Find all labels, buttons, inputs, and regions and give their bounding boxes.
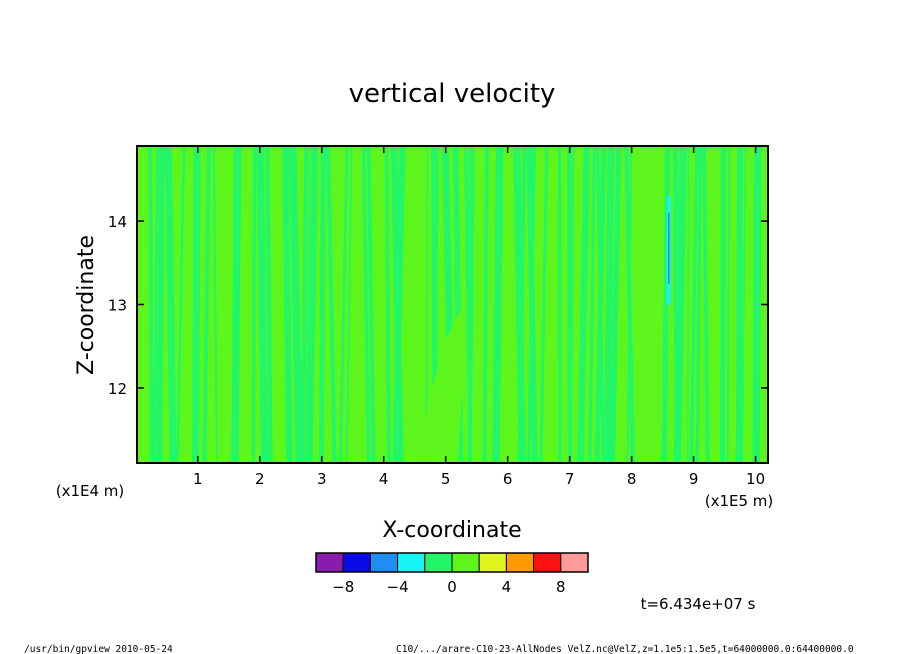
- colorbar-label: −4: [387, 578, 409, 596]
- field-stripe: [156, 146, 165, 463]
- colorbar-swatch: [315, 552, 344, 573]
- field-stripe: [605, 146, 615, 463]
- colorbar-swatch: [478, 552, 507, 573]
- field-stripe: [687, 146, 690, 463]
- field-stripe: [305, 146, 312, 463]
- field-stripe: [318, 146, 326, 463]
- field-stripe: [482, 146, 489, 463]
- field-stripe: [517, 146, 527, 463]
- field-stripe: [282, 146, 293, 463]
- colorbar-swatch: [533, 552, 562, 573]
- field-stripe: [164, 146, 177, 463]
- footer-program: /usr/bin/gpview 2010-05-24: [24, 644, 173, 654]
- x-tick-label: 1: [193, 470, 203, 488]
- field-stripe: [192, 146, 201, 463]
- field-stripe: [384, 146, 391, 463]
- y-tick-label: 12: [108, 380, 127, 398]
- field-stripe: [425, 146, 429, 463]
- time-label: t=6.434e+07 s: [641, 595, 756, 613]
- colorbar-label: 8: [556, 578, 566, 596]
- field-stripe: [558, 146, 562, 463]
- field-stripe: [231, 146, 242, 463]
- field-stripe: [345, 146, 353, 463]
- colorbar-swatch: [369, 552, 399, 573]
- field-stripe: [726, 146, 731, 463]
- x-axis-ticks: 1 2 3 4 5 6 7 8 9 10: [193, 146, 765, 488]
- chart-title: vertical velocity: [349, 79, 556, 109]
- y-axis-unit: (x1E4 m): [56, 482, 125, 500]
- x-tick-label: 5: [441, 470, 451, 488]
- y-tick-label: 14: [108, 213, 127, 231]
- field-stripe: [513, 146, 526, 463]
- anomaly-core: [668, 212, 670, 284]
- field-stripe: [626, 146, 632, 463]
- colorbar-frame: [315, 552, 589, 573]
- y-axis-label: Z-coordinate: [74, 235, 99, 375]
- x-tick-label: 3: [317, 470, 327, 488]
- x-tick-label: 9: [689, 470, 699, 488]
- field-stripe: [265, 146, 273, 463]
- field-stripe: [492, 146, 504, 463]
- colorbar-swatch: [397, 552, 426, 573]
- colorbar-swatch: [342, 552, 371, 573]
- x-axis-label: X-coordinate: [382, 518, 521, 543]
- field-stripe: [148, 146, 154, 463]
- x-tick-label: 10: [746, 470, 765, 488]
- field-stripe: [741, 146, 747, 463]
- field-stripe: [212, 146, 218, 463]
- field-stripe: [719, 146, 727, 463]
- colorbar-label: 4: [502, 578, 512, 596]
- x-axis-unit: (x1E5 m): [705, 492, 774, 510]
- field-patch: [414, 296, 468, 463]
- y-axis-ticks: 12 13 14: [108, 213, 768, 398]
- field-stripe: [588, 146, 596, 463]
- field-stripe: [361, 146, 371, 463]
- field-stripe: [289, 146, 304, 463]
- field-stripe: [176, 146, 186, 463]
- field-stripe: [577, 146, 591, 463]
- x-tick-label: 6: [503, 470, 513, 488]
- field-stripe: [735, 146, 743, 463]
- colorbar-label: −8: [332, 578, 354, 596]
- field-stripe: [153, 146, 159, 463]
- field-stripe: [467, 146, 471, 463]
- field-stripe: [527, 146, 536, 463]
- field-stripe: [202, 146, 211, 463]
- field-stripe: [467, 146, 475, 463]
- colorbar-swatch: [424, 552, 453, 573]
- field-stripe: [300, 146, 309, 463]
- field-stripe: [702, 146, 710, 463]
- field-stripe: [594, 146, 607, 463]
- colorbar: −8 −4 0 4 8: [315, 552, 589, 596]
- field-stripe: [539, 146, 549, 463]
- heatmap-field: [137, 146, 768, 463]
- field-stripe: [570, 146, 575, 463]
- field-stripe: [326, 146, 337, 463]
- x-tick-label: 8: [627, 470, 637, 488]
- field-stripe: [256, 146, 269, 463]
- field-stripe: [695, 146, 703, 463]
- colorbar-swatch: [560, 552, 589, 573]
- colorbar-label: 0: [447, 578, 457, 596]
- colorbar-swatch: [451, 552, 480, 573]
- field-stripe: [689, 146, 699, 463]
- field-stripe: [673, 146, 687, 463]
- footer-source: C10/.../arare-C10-23-AllNodes_VelZ.nc@Ve…: [396, 644, 854, 654]
- y-tick-label: 13: [108, 297, 127, 315]
- x-tick-label: 4: [379, 470, 389, 488]
- field-stripe: [752, 146, 762, 463]
- colorbar-swatch: [505, 552, 535, 573]
- x-tick-label: 2: [255, 470, 265, 488]
- field-stripe: [366, 146, 376, 463]
- field-stripe: [604, 146, 610, 463]
- field-stripe: [306, 146, 319, 463]
- field-stripe: [609, 146, 622, 463]
- field-stripe: [251, 146, 257, 463]
- field-stripe: [338, 146, 349, 463]
- field-stripe: [392, 146, 406, 463]
- x-tick-label: 7: [565, 470, 575, 488]
